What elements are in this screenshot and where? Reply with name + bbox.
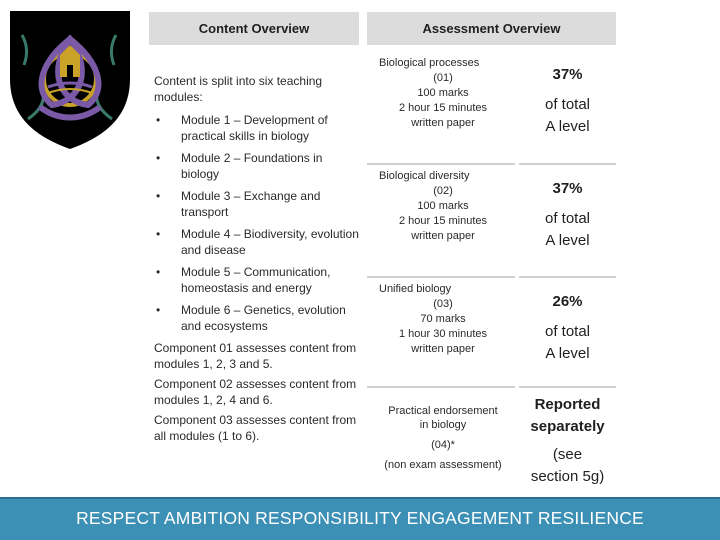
module-4: Module 4 – Biodiversity, evolution and d… bbox=[181, 227, 359, 257]
bullet: • bbox=[156, 151, 161, 165]
endorsement-code: (04)* bbox=[431, 439, 455, 451]
bullet: • bbox=[156, 265, 161, 279]
paper-title: Unified biology bbox=[379, 283, 452, 295]
endorsement-title: in biology bbox=[419, 419, 467, 431]
paper-marks: 100 marks bbox=[417, 200, 469, 212]
school-values: RESPECT AMBITION RESPONSIBILITY ENGAGEME… bbox=[76, 508, 644, 528]
weight-percent: 37% bbox=[552, 180, 583, 197]
paper-marks: 100 marks bbox=[417, 87, 469, 99]
paper-code: (03) bbox=[433, 298, 453, 310]
paper-duration: 2 hour 15 minutes bbox=[398, 215, 488, 227]
weight-note: A level bbox=[545, 118, 590, 135]
paper-duration: 1 hour 30 minutes bbox=[398, 328, 488, 340]
paper-03-details: Unified biology (03) 70 marks 1 hour 30 … bbox=[369, 282, 517, 357]
bullet: • bbox=[156, 303, 161, 317]
endorsement-note: (non exam assessment) bbox=[384, 459, 502, 471]
bullet: • bbox=[156, 227, 161, 241]
module-6: Module 6 – Genetics, evolution and ecosy… bbox=[181, 303, 346, 333]
content-overview-header: Content Overview bbox=[149, 12, 359, 45]
endorsement-reference: section 5g) bbox=[530, 468, 605, 485]
paper-type: written paper bbox=[411, 343, 475, 355]
paper-title: Biological processes bbox=[379, 57, 480, 69]
row-divider bbox=[367, 163, 515, 165]
weight-note: A level bbox=[545, 232, 590, 249]
weight-percent: 37% bbox=[552, 66, 583, 83]
assessment-overview-header: Assessment Overview bbox=[367, 12, 616, 45]
endorsement-separately: separately bbox=[530, 418, 605, 435]
paper-duration: 2 hour 15 minutes bbox=[398, 102, 488, 114]
list-item: • Module 5 – Communication, homeostasis a… bbox=[154, 265, 359, 296]
module-3: Module 3 – Exchange and transport bbox=[181, 189, 321, 219]
practical-endorsement-details: Practical endorsement in biology (04)* (… bbox=[369, 404, 517, 472]
endorsement-title: Practical endorsement bbox=[388, 405, 498, 417]
school-crest-logo bbox=[8, 9, 132, 151]
paper-type: written paper bbox=[411, 117, 475, 129]
content-intro: Content is split into six teaching modul… bbox=[154, 74, 323, 104]
paper-title: Biological diversity bbox=[379, 170, 470, 182]
component-03-note: Component 03 assesses content from all m… bbox=[154, 413, 357, 443]
footer-banner: RESPECT AMBITION RESPONSIBILITY ENGAGEME… bbox=[0, 497, 720, 540]
module-5: Module 5 – Communication, homeostasis an… bbox=[181, 265, 331, 295]
bullet: • bbox=[156, 113, 161, 127]
paper-02-details: Biological diversity (02) 100 marks 2 ho… bbox=[369, 169, 517, 244]
weight-percent: 26% bbox=[552, 293, 583, 310]
module-2: Module 2 – Foundations in biology bbox=[181, 151, 323, 181]
component-01-note: Component 01 assesses content from modul… bbox=[154, 341, 357, 371]
paper-03-weighting: 26% of total A level bbox=[519, 291, 616, 365]
row-divider bbox=[367, 276, 515, 278]
paper-01-weighting: 37% of total A level bbox=[519, 64, 616, 138]
bullet: • bbox=[156, 189, 161, 203]
paper-type: written paper bbox=[411, 230, 475, 242]
list-item: • Module 3 – Exchange and transport bbox=[154, 189, 359, 220]
paper-marks: 70 marks bbox=[420, 313, 466, 325]
list-item: • Module 4 – Biodiversity, evolution and … bbox=[154, 227, 359, 258]
row-divider bbox=[519, 276, 616, 278]
endorsement-reference: (see bbox=[552, 446, 583, 463]
list-item: • Module 6 – Genetics, evolution and ecos… bbox=[154, 303, 359, 334]
endorsement-weighting: Reported separately (see section 5g) bbox=[519, 394, 616, 488]
list-item: • Module 1 – Development of practical ski… bbox=[154, 113, 359, 144]
row-divider bbox=[519, 163, 616, 165]
weight-note: of total bbox=[544, 210, 591, 227]
component-02-note: Component 02 assesses content from modul… bbox=[154, 377, 357, 407]
paper-02-weighting: 37% of total A level bbox=[519, 178, 616, 252]
weight-note: of total bbox=[544, 96, 591, 113]
paper-code: (02) bbox=[433, 185, 453, 197]
list-item: • Module 2 – Foundations in biology bbox=[154, 151, 359, 182]
footer-top-line bbox=[0, 497, 720, 499]
row-divider bbox=[519, 386, 616, 388]
weight-note: A level bbox=[545, 345, 590, 362]
module-list: • Module 1 – Development of practical ski… bbox=[154, 113, 359, 334]
row-divider bbox=[367, 386, 515, 388]
paper-code: (01) bbox=[433, 72, 453, 84]
weight-note: of total bbox=[544, 323, 591, 340]
content-overview-body: Content is split into six teaching modul… bbox=[154, 74, 359, 449]
specification-overview-table: Content Overview Assessment Overview Con… bbox=[149, 12, 616, 495]
paper-01-details: Biological processes (01) 100 marks 2 ho… bbox=[369, 56, 517, 131]
endorsement-reported: Reported bbox=[534, 396, 601, 413]
module-1: Module 1 – Development of practical skil… bbox=[181, 113, 328, 143]
